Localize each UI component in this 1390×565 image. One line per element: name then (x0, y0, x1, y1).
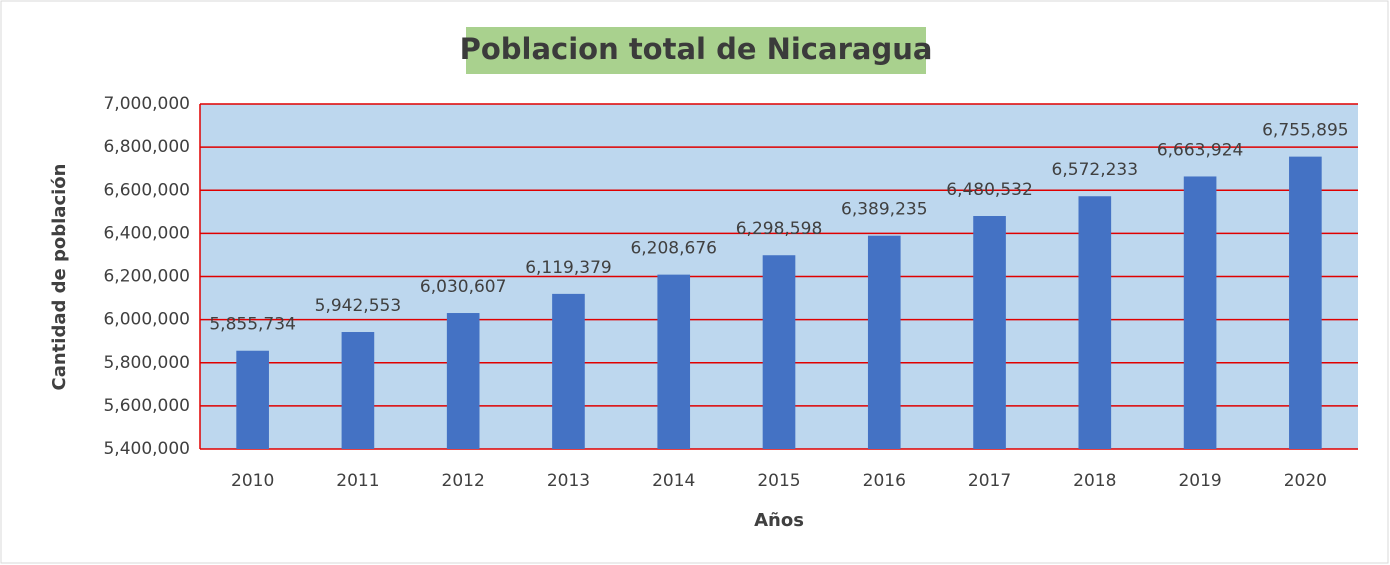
y-tick-label: 5,600,000 (103, 396, 190, 416)
data-label: 5,855,734 (209, 315, 296, 335)
y-tick-label: 5,400,000 (103, 439, 190, 459)
data-label: 6,119,379 (525, 258, 612, 278)
x-tick-label: 2013 (547, 471, 590, 491)
y-tick-label: 6,200,000 (103, 267, 190, 287)
data-label: 6,208,676 (630, 239, 717, 259)
x-tick-label: 2011 (336, 471, 379, 491)
data-label: 6,572,233 (1052, 160, 1139, 180)
y-tick-label: 6,400,000 (103, 223, 190, 243)
bar (762, 255, 796, 449)
bar (552, 293, 585, 449)
data-label: 6,755,895 (1262, 121, 1349, 141)
y-tick-label: 6,800,000 (103, 137, 190, 157)
x-tick-label: 2018 (1073, 471, 1116, 491)
bar (973, 216, 1006, 449)
bar (1289, 156, 1322, 450)
x-axis-title: Años (754, 510, 804, 531)
bar (1183, 176, 1217, 450)
bar (1078, 196, 1112, 449)
data-label: 5,942,553 (315, 296, 402, 316)
bar (341, 332, 375, 449)
bar (446, 313, 480, 449)
x-tick-label: 2019 (1178, 471, 1221, 491)
x-tick-label: 2012 (442, 471, 485, 491)
bar (236, 350, 269, 449)
data-label: 6,030,607 (420, 277, 507, 297)
x-tick-label: 2017 (968, 471, 1011, 491)
x-tick-label: 2014 (652, 471, 695, 491)
data-label: 6,389,235 (841, 200, 928, 220)
x-tick-label: 2015 (757, 471, 800, 491)
x-tick-label: 2020 (1284, 471, 1327, 491)
chart-title: Poblacion total de Nicaragua (460, 32, 933, 66)
y-tick-label: 7,000,000 (103, 94, 190, 114)
y-tick-label: 5,800,000 (103, 353, 190, 373)
data-label: 6,663,924 (1157, 140, 1244, 160)
title-background (466, 27, 926, 74)
x-tick-label: 2010 (231, 471, 274, 491)
data-label: 6,480,532 (946, 180, 1033, 200)
data-label: 6,298,598 (736, 219, 823, 239)
x-tick-label: 2016 (863, 471, 906, 491)
bar (657, 274, 691, 449)
bar (867, 235, 901, 449)
y-tick-label: 6,000,000 (103, 310, 190, 330)
y-axis-title: Cantidad de población (49, 164, 70, 391)
y-tick-label: 6,600,000 (103, 180, 190, 200)
